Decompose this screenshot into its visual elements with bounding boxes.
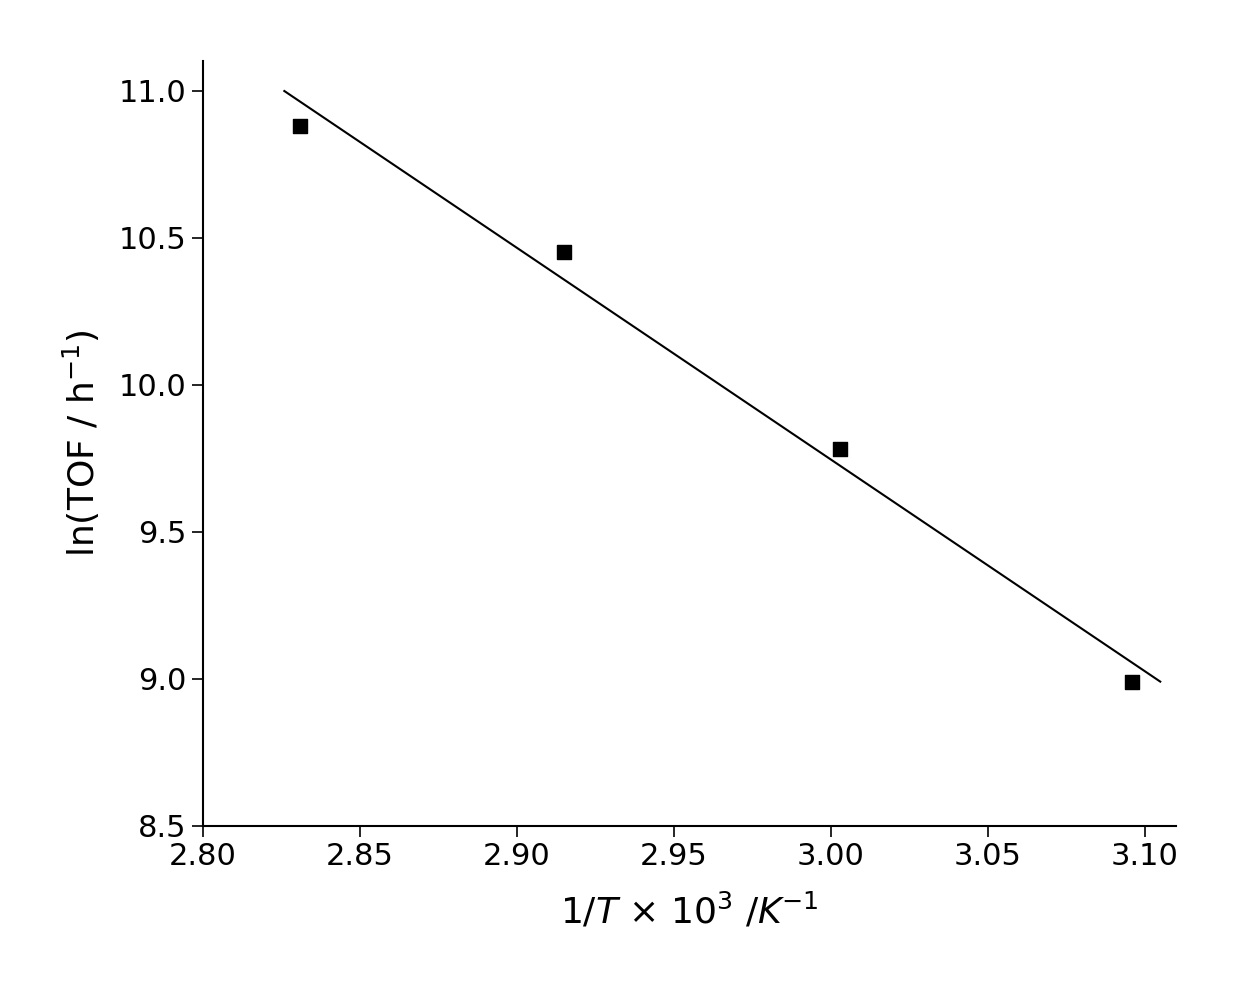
Point [830,441,849,457]
X-axis label: $\mathit{1/T}$ × 10$^{3}$ /$\mathit{K}$$^{-1}$: $\mathit{1/T}$ × 10$^{3}$ /$\mathit{K}$$… [560,892,818,930]
Point [554,244,574,260]
Point [290,118,310,134]
Point [1122,674,1142,689]
Y-axis label: ln(TOF / h$^{-1}$): ln(TOF / h$^{-1}$) [61,329,103,558]
